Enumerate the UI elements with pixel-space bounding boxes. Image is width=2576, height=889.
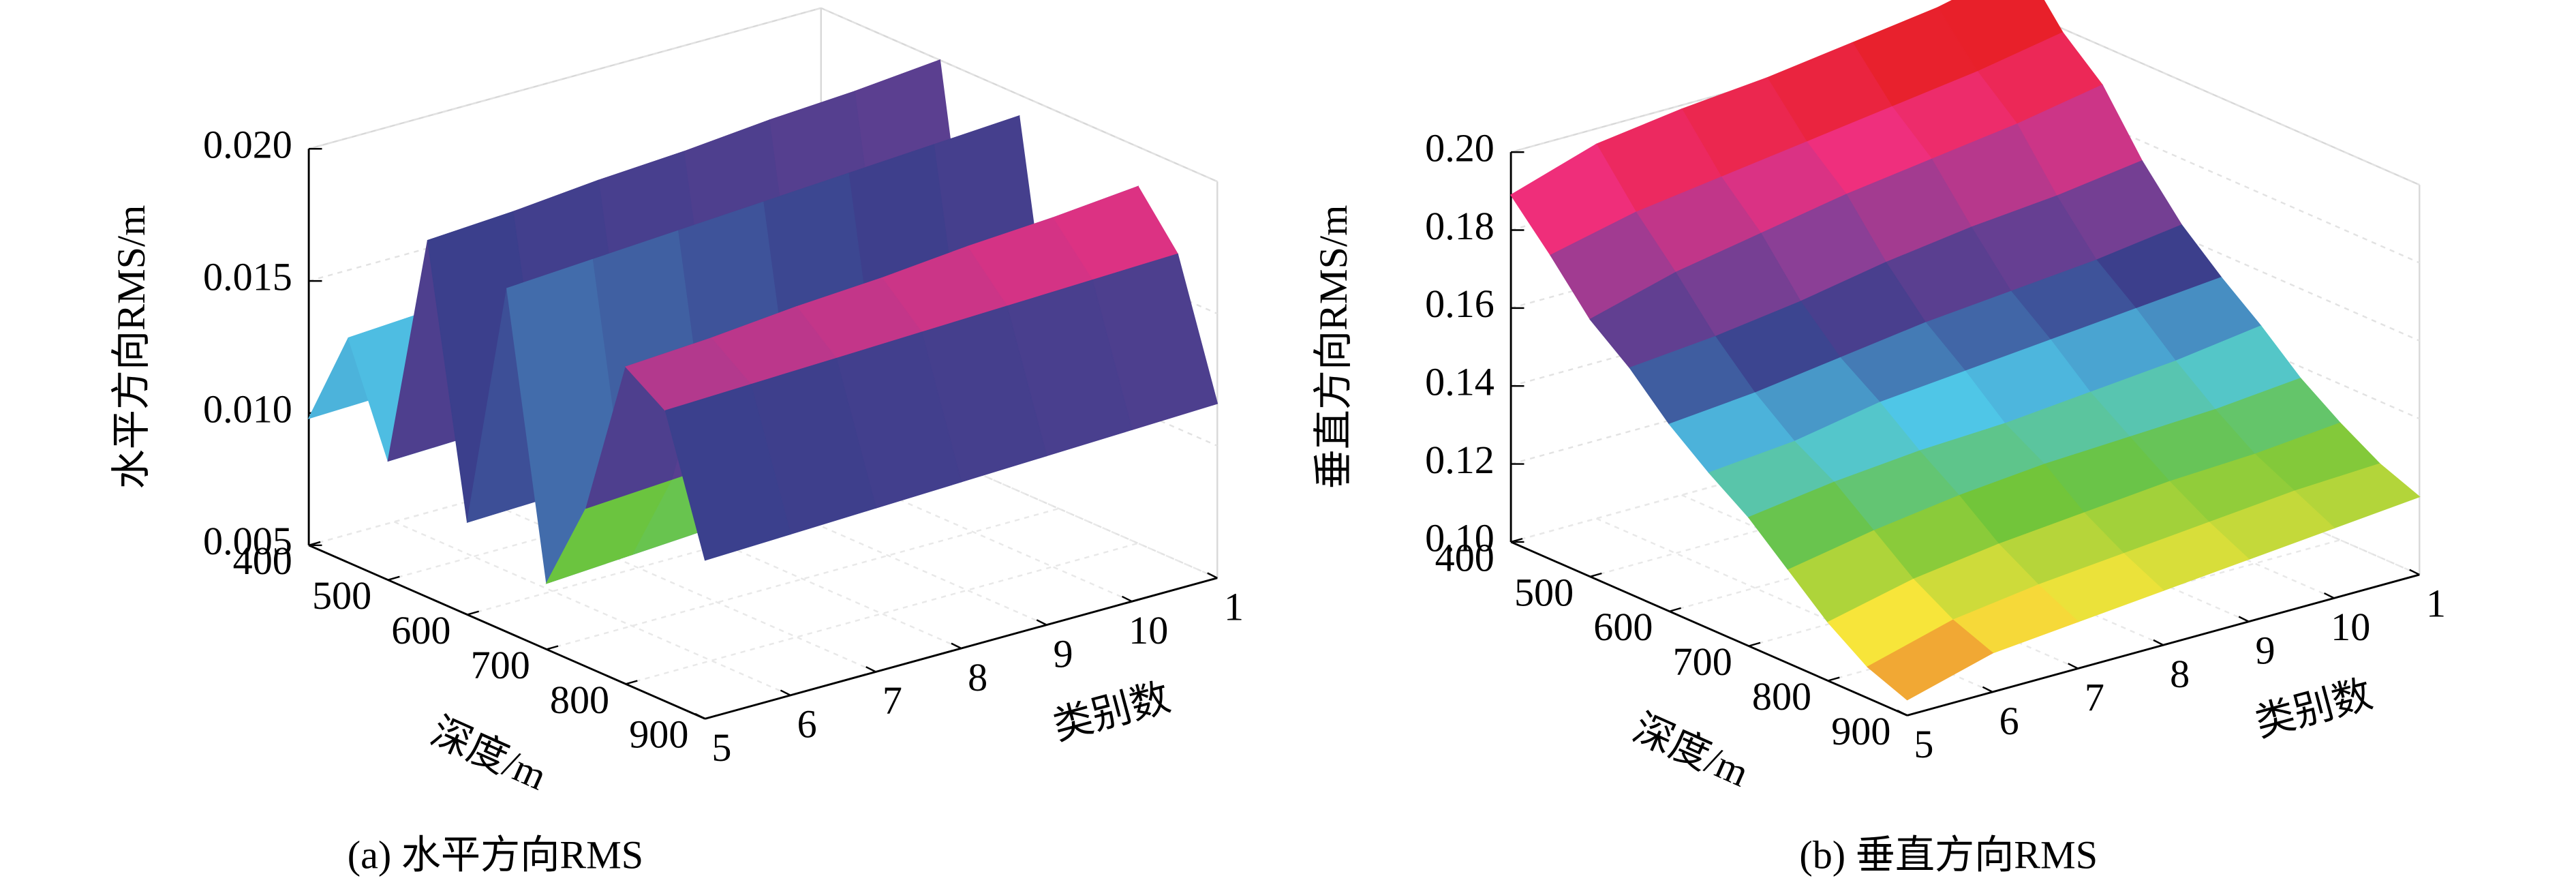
x-tick (1207, 572, 1218, 579)
x-tick (2409, 569, 2420, 576)
caption: (b) 垂直方向RMS (1799, 833, 2098, 877)
x-tick-label: 7 (883, 678, 902, 723)
x-tick (1121, 595, 1133, 603)
y-tick (1590, 572, 1602, 578)
y-tick (308, 541, 321, 546)
x-tick (1036, 619, 1047, 626)
y-tick (626, 680, 638, 685)
y-tick-label: 800 (1752, 674, 1811, 719)
x-tick (951, 642, 962, 650)
grid-line (393, 521, 791, 696)
z-tick-label: 0.16 (1425, 282, 1494, 326)
axis-line (1907, 573, 2420, 717)
x-tick (780, 689, 791, 696)
x-tick-label: 7 (2085, 675, 2104, 719)
y-tick (546, 645, 559, 650)
z-tick-label: 0.14 (1425, 360, 1494, 404)
y-tick-label: 700 (471, 643, 530, 687)
y-tick-label: 900 (629, 712, 688, 757)
axis-line (1510, 541, 1908, 717)
caption: (a) 水平方向RMS (348, 833, 643, 877)
z-tick-label: 0.005 (203, 519, 292, 563)
box-edge (308, 7, 822, 150)
x-tick-label: 10 (1129, 608, 1168, 652)
y-tick-label: 500 (1514, 570, 1574, 614)
y-tick (388, 575, 400, 581)
x-axis-label: 类别数 (1048, 675, 1174, 749)
y-tick-label: 500 (312, 573, 371, 618)
z-tick-label: 0.12 (1425, 438, 1494, 482)
x-tick-label: 6 (1999, 699, 2019, 743)
y-tick-label: 600 (1593, 605, 1653, 649)
y-tick-label: 800 (550, 678, 609, 722)
x-tick-label: 1 (2426, 582, 2446, 626)
axis-line (705, 577, 1218, 720)
x-tick-label: 5 (1914, 722, 1933, 766)
y-tick-label: 900 (1831, 709, 1890, 753)
x-tick-label: 10 (2331, 605, 2370, 649)
z-tick-label: 0.015 (203, 254, 292, 299)
x-tick-label: 6 (797, 702, 817, 747)
y-tick-label: 400 (233, 539, 292, 583)
y-tick (1748, 642, 1761, 647)
x-tick (2153, 639, 2164, 646)
x-tick (2238, 616, 2250, 622)
x-tick-label: 5 (711, 725, 731, 770)
x-tick-label: 9 (2255, 629, 2275, 673)
x-axis-label: 类别数 (2250, 672, 2376, 745)
y-tick-label: 400 (1435, 535, 1494, 579)
surface-patch (1867, 619, 1994, 701)
x-tick (2068, 663, 2079, 669)
z-tick-label: 0.20 (1425, 125, 1494, 170)
y-axis-label: 深度/m (1627, 706, 1755, 796)
z-tick-label: 0.010 (203, 387, 292, 431)
y-tick-label: 700 (1673, 639, 1732, 684)
x-tick-label: 1 (1224, 585, 1244, 629)
z-tick-label: 0.18 (1425, 204, 1494, 248)
y-tick (467, 610, 480, 616)
z-axis-label: 垂直方向RMS/m (1311, 205, 1355, 489)
surface-patch (664, 384, 791, 561)
y-tick (1510, 537, 1523, 543)
y-tick-label: 600 (391, 608, 450, 652)
z-tick-label: 0.10 (1425, 515, 1494, 560)
x-tick (865, 666, 876, 673)
x-tick (2323, 592, 2335, 599)
x-tick-label: 9 (1053, 631, 1073, 676)
z-axis-label: 水平方向RMS/m (109, 205, 153, 489)
axis-line (308, 544, 706, 720)
x-tick (1982, 686, 1993, 693)
x-tick-label: 8 (2170, 652, 2190, 696)
y-tick (1828, 676, 1840, 682)
y-axis-label: 深度/m (425, 709, 553, 799)
x-tick-label: 8 (968, 655, 987, 699)
z-tick-label: 0.020 (203, 123, 292, 167)
y-tick (1669, 607, 1682, 612)
